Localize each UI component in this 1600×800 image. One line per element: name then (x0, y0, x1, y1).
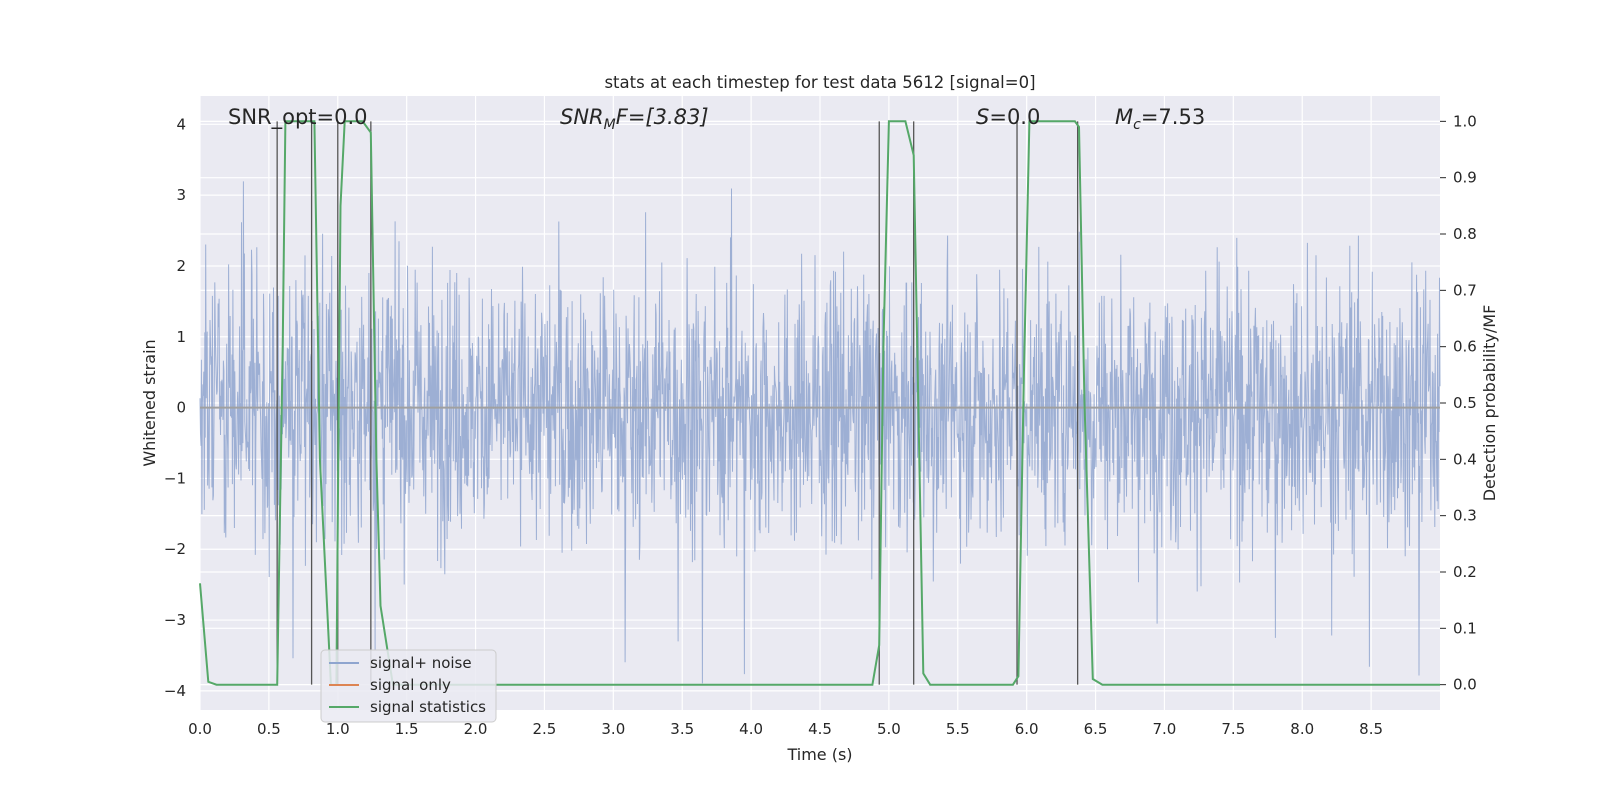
y2-tick-label: 0.6 (1453, 338, 1477, 356)
signal-statistics-line (199, 120, 1440, 686)
y2-tick-label: 0.7 (1453, 281, 1477, 299)
y-tick-label: 1 (176, 328, 186, 346)
legend: signal+ noise signal only signal statist… (320, 649, 497, 723)
y-tick-label: −3 (164, 611, 186, 629)
y2-tick-label: 0.2 (1453, 563, 1477, 581)
x-tick-label: 1.5 (395, 720, 419, 738)
legend-label-signal-noise: signal+ noise (370, 654, 472, 672)
y-tick-label: 4 (176, 115, 186, 133)
mc-rest: =7.53 (1141, 105, 1205, 129)
x-tick-label: 5.0 (877, 720, 901, 738)
annotation-snr-mf: SNRMF=[3.83] (560, 105, 709, 133)
mc-symbol: M (1115, 105, 1133, 129)
x-tick-label: 8.5 (1359, 720, 1383, 738)
y2-tick-label: 1.0 (1453, 112, 1477, 130)
s-rest: =0.0 (989, 105, 1040, 129)
snr-mf-rest: F=[3.83] (616, 105, 709, 129)
x-tick-label: 6.5 (1084, 720, 1108, 738)
y2-tick-label: 0.3 (1453, 507, 1477, 525)
x-tick-label: 4.0 (739, 720, 763, 738)
chart-title: stats at each timestep for test data 561… (604, 73, 1035, 92)
y2-tick-label: 0.8 (1453, 225, 1477, 243)
x-tick-label: 2.0 (464, 720, 488, 738)
y-tick-label: −1 (164, 469, 186, 487)
s-symbol: S (976, 105, 989, 129)
y-tick-label: −4 (164, 682, 186, 700)
x-tick-label: 0.0 (188, 720, 212, 738)
y2-tick-label: 0.5 (1453, 394, 1477, 412)
signal-noise-series (199, 181, 1441, 684)
snr-mf-sub: M (604, 117, 616, 133)
signal-statistics-series (199, 120, 1440, 686)
x-tick-label: 8.0 (1290, 720, 1314, 738)
x-tick-label: 7.0 (1153, 720, 1177, 738)
y2-tick-label: 0.9 (1453, 169, 1477, 187)
vertical-markers (276, 121, 1079, 685)
annotation-s: S=0.0 (976, 105, 1040, 129)
x-tick-label: 3.0 (601, 720, 625, 738)
x-tick-label: 1.0 (326, 720, 350, 738)
x-axis-label: Time (s) (786, 745, 852, 764)
y-tick-label: −2 (164, 540, 186, 558)
tick-labels: 0.0 0.5 1.0 1.5 2.0 2.5 3.0 3.5 4.0 4.5 5.0 5.5 6.0 6… (164, 112, 1477, 738)
x-tick-label: 4.5 (808, 720, 832, 738)
y-tick-label: 2 (176, 257, 186, 275)
x-tick-label: 7.5 (1221, 720, 1245, 738)
legend-label-signal-only: signal only (370, 676, 451, 694)
signal-noise-line (199, 181, 1441, 684)
mc-sub: c (1133, 117, 1141, 133)
legend-box (320, 649, 497, 723)
snr-mf-symbol: SNR (560, 105, 604, 129)
y2-tick-label: 0.4 (1453, 450, 1477, 468)
y2-tick-label: 0.1 (1453, 619, 1477, 637)
y-axis-label: Whitened strain (140, 339, 159, 466)
x-tick-label: 6.0 (1015, 720, 1039, 738)
y2-axis-label: Detection probability/MF (1480, 305, 1499, 502)
y-tick-label: 0 (176, 399, 186, 417)
x-tick-label: 5.5 (946, 720, 970, 738)
y-tick-label: 3 (176, 186, 186, 204)
legend-label-signal-statistics: signal statistics (370, 698, 486, 716)
x-tick-label: 3.5 (670, 720, 694, 738)
annotation-snr-opt: SNR_opt=0.0 (228, 105, 368, 130)
x-tick-label: 2.5 (533, 720, 557, 738)
x-tick-label: 0.5 (257, 720, 281, 738)
y2-tick-label: 0.0 (1453, 676, 1477, 694)
annotation-mc: Mc=7.53 (1115, 105, 1205, 133)
